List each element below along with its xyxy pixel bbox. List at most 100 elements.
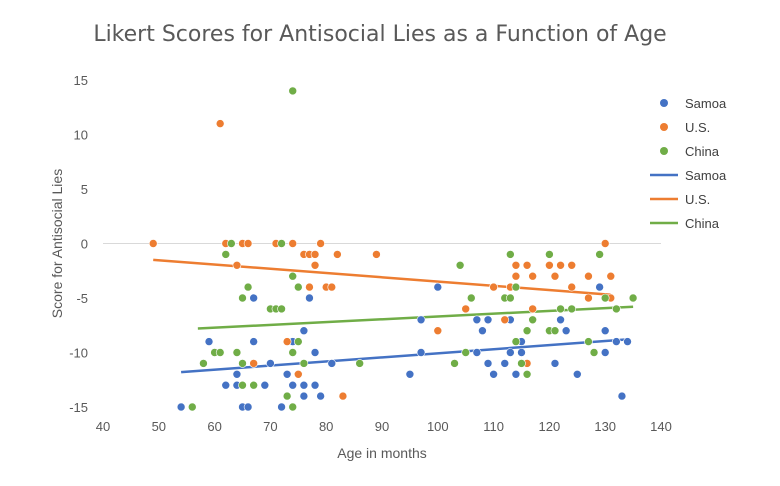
data-point-us [545, 260, 554, 270]
data-point-samoa [249, 337, 258, 346]
data-point-china [299, 359, 309, 368]
data-point-china [238, 359, 247, 368]
x-tick-label: 70 [263, 419, 277, 434]
data-point-china [293, 282, 303, 292]
data-point-us [327, 282, 337, 292]
data-point-samoa [572, 369, 582, 379]
data-point-china [238, 380, 247, 390]
data-point-china [199, 359, 208, 368]
data-point-samoa [405, 369, 415, 379]
chart-title: Likert Scores for Antisocial Lies as a F… [93, 22, 667, 47]
data-point-us [333, 250, 342, 259]
data-point-samoa [305, 293, 314, 303]
data-point-china [506, 250, 515, 259]
data-point-samoa [310, 348, 320, 357]
data-point-us [249, 359, 258, 368]
data-point-us [433, 326, 443, 336]
data-point-china [277, 304, 286, 314]
data-point-china [288, 271, 298, 281]
data-point-china [584, 337, 593, 346]
data-point-china [249, 380, 258, 390]
data-point-china [595, 250, 604, 259]
x-tick-label: 40 [96, 419, 110, 434]
data-point-china [461, 348, 471, 357]
x-tick-label: 120 [539, 419, 561, 434]
data-point-samoa [483, 315, 493, 325]
data-point-china [466, 293, 476, 303]
data-point-samoa [221, 380, 231, 390]
x-tick-label: 140 [650, 419, 672, 434]
data-point-samoa [556, 315, 565, 325]
data-point-china [293, 337, 303, 346]
data-point-samoa [612, 337, 621, 346]
data-point-china [450, 359, 459, 368]
data-point-us [372, 250, 381, 259]
data-point-us [511, 271, 521, 281]
data-point-us [489, 282, 498, 292]
trendline-samoa [181, 338, 628, 374]
data-point-china [243, 282, 253, 292]
data-point-china [511, 337, 521, 346]
data-point-china [288, 402, 298, 412]
data-point-samoa [316, 391, 325, 401]
data-point-samoa [478, 326, 487, 336]
x-tick-label: 100 [427, 419, 449, 434]
data-point-us [567, 260, 577, 270]
data-point-samoa [617, 391, 627, 401]
legend-trend-label-china: China [685, 216, 720, 231]
y-tick-label: 10 [74, 128, 88, 143]
data-point-samoa [299, 380, 309, 390]
data-point-us [338, 391, 348, 401]
data-point-china [522, 326, 532, 336]
data-point-us [584, 271, 593, 281]
data-point-us [550, 271, 560, 281]
data-point-us [215, 119, 225, 128]
data-point-us [461, 304, 471, 314]
data-point-samoa [277, 402, 286, 412]
data-point-china [511, 282, 521, 292]
data-point-china [612, 304, 621, 314]
data-point-us [148, 239, 158, 248]
data-point-us [243, 239, 253, 248]
x-axis-label: Age in months [337, 445, 427, 461]
data-point-us [310, 250, 320, 259]
data-point-china [528, 315, 537, 325]
data-point-china [227, 239, 236, 248]
legend-marker-samoa [660, 99, 668, 107]
data-point-samoa [416, 315, 426, 325]
data-point-samoa [489, 369, 498, 379]
data-point-samoa [299, 326, 309, 336]
data-point-us [500, 315, 510, 325]
data-point-china [455, 260, 465, 270]
data-point-samoa [243, 402, 253, 412]
data-point-us [282, 337, 292, 346]
data-point-samoa [266, 359, 275, 368]
data-point-samoa [176, 402, 186, 412]
y-tick-label: -5 [76, 291, 88, 306]
y-tick-label: -15 [69, 400, 88, 415]
x-tick-label: 50 [152, 419, 166, 434]
legend-marker-china [660, 147, 668, 155]
data-point-china [517, 359, 526, 368]
legend-trend-label-us: U.S. [685, 192, 710, 207]
data-point-us [584, 293, 593, 303]
data-point-samoa [288, 380, 298, 390]
data-point-samoa [550, 359, 560, 368]
data-point-us [567, 282, 577, 292]
data-point-us [305, 282, 314, 292]
data-point-us [600, 239, 610, 248]
data-point-china [238, 293, 247, 303]
data-point-china [550, 326, 560, 336]
data-point-china [355, 359, 364, 368]
y-tick-label: 0 [81, 237, 88, 252]
x-tick-label: 130 [594, 419, 616, 434]
data-point-samoa [483, 359, 493, 368]
data-point-samoa [472, 348, 482, 357]
data-point-samoa [249, 293, 258, 303]
x-tick-label: 110 [483, 419, 504, 434]
data-point-china [600, 293, 610, 303]
y-axis-label: Score for Antisocial Lies [49, 169, 65, 318]
data-point-samoa [260, 380, 270, 390]
